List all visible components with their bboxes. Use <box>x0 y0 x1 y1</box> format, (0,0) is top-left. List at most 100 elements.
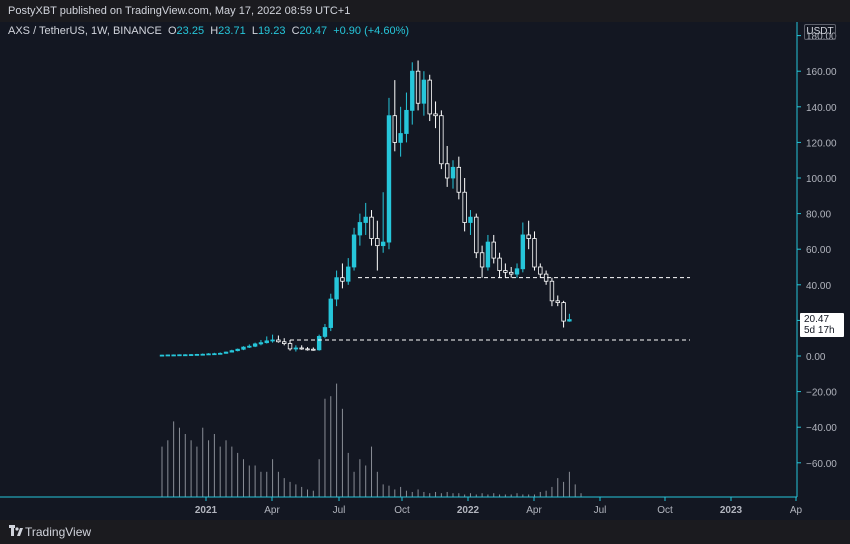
candle-body <box>322 327 328 337</box>
time-tick-label: Oct <box>394 505 410 516</box>
candle-body <box>363 216 368 223</box>
candle-body <box>433 113 438 117</box>
candle-body <box>247 345 252 348</box>
candle-body <box>444 163 450 179</box>
candle-body <box>165 354 171 357</box>
candle <box>177 354 182 357</box>
chart-frame[interactable]: 180.00 160.00 140.00 120.00 100.00 80.00 60.00… <box>0 22 850 520</box>
candle-body <box>404 109 409 134</box>
candle-body <box>235 348 240 352</box>
candle-body <box>252 343 258 347</box>
symbol-legend: AXS / TetherUS, 1W, BINANCE O23.25 H23.7… <box>8 25 409 37</box>
price-tick-label: −60.00 <box>806 459 837 470</box>
candle-body <box>340 277 345 282</box>
candle-body <box>514 268 520 275</box>
candle <box>375 220 380 271</box>
publish-header: PostyXBT published on TradingView.com, M… <box>0 0 850 22</box>
candle <box>433 101 438 129</box>
candle <box>462 178 467 232</box>
open-value: 23.25 <box>176 25 205 37</box>
candle-layer <box>159 60 572 357</box>
candle <box>439 110 444 170</box>
time-axis[interactable]: 2021 Apr Jul Oct 2022 Apr Jul Oct 2023 Ap <box>195 497 803 516</box>
candle <box>247 344 252 348</box>
candle-body <box>468 216 473 223</box>
candle <box>334 270 339 307</box>
candle-body <box>369 216 374 239</box>
candle <box>357 213 363 246</box>
candle-body <box>503 270 508 273</box>
footer-brand[interactable]: TradingView <box>25 525 92 539</box>
time-tick-label: Ap <box>790 505 803 516</box>
candle-body <box>200 353 205 356</box>
candle <box>311 347 316 351</box>
candle-body <box>311 348 316 351</box>
candle-body <box>316 336 322 351</box>
candle <box>276 335 281 343</box>
candle <box>188 354 194 356</box>
candle <box>252 342 258 348</box>
currency-button[interactable]: USDT <box>804 24 836 40</box>
candle <box>456 156 462 200</box>
candle-body <box>520 234 526 270</box>
candle <box>159 354 165 357</box>
candle <box>404 92 409 143</box>
candle <box>206 353 211 356</box>
price-tick-label: −40.00 <box>806 423 837 434</box>
candle-body <box>346 266 351 282</box>
candle <box>555 295 560 307</box>
candle <box>241 346 246 351</box>
candle <box>474 213 479 259</box>
candle-body <box>549 280 555 302</box>
price-axis[interactable]: 180.00 160.00 140.00 120.00 100.00 80.00 60.00… <box>797 32 837 470</box>
candle-body <box>491 241 496 259</box>
symbol-name[interactable]: AXS / TetherUS, 1W, BINANCE <box>8 25 162 37</box>
candle-body <box>439 115 444 165</box>
candle <box>305 347 310 351</box>
candle <box>270 334 275 343</box>
last-price-value: 20.47 <box>804 314 830 325</box>
candle-body <box>299 347 304 350</box>
candle <box>287 339 293 351</box>
candle <box>479 245 485 278</box>
candle <box>183 354 188 357</box>
candle-body <box>217 352 223 355</box>
candle <box>421 71 427 116</box>
candle-body <box>479 252 485 268</box>
footer: TradingView <box>0 520 850 544</box>
candle <box>171 354 176 357</box>
candle-body <box>282 341 287 344</box>
candle-body <box>206 353 211 356</box>
candle <box>427 74 432 122</box>
candle <box>549 277 555 307</box>
candle <box>282 338 287 346</box>
candle <box>415 60 421 111</box>
candle-body <box>223 351 229 354</box>
horizontal-levels <box>290 277 690 341</box>
candlestick-chart[interactable]: 180.00 160.00 140.00 120.00 100.00 80.00 60.00… <box>0 22 850 520</box>
candle-body <box>328 298 333 328</box>
candle <box>369 210 374 246</box>
candle <box>212 352 217 356</box>
price-tick-label: 180.00 <box>806 32 837 43</box>
candle <box>526 220 531 250</box>
candle <box>444 145 450 187</box>
time-tick-label: Jul <box>594 505 607 516</box>
candle <box>293 345 299 352</box>
candle <box>194 353 200 356</box>
candle <box>340 263 345 289</box>
candle-body <box>462 191 467 223</box>
time-tick-label: 2021 <box>195 505 218 516</box>
candle <box>328 293 333 332</box>
candle-body <box>538 266 543 275</box>
candle <box>299 345 304 350</box>
candle <box>450 160 456 189</box>
candle <box>229 349 235 353</box>
candle-body <box>241 346 246 350</box>
candle-body <box>357 222 363 236</box>
price-tick-label: 40.00 <box>806 281 831 292</box>
candle-body <box>427 79 432 115</box>
candle-body <box>188 354 194 356</box>
candle-body <box>421 79 427 104</box>
candle <box>351 227 357 271</box>
